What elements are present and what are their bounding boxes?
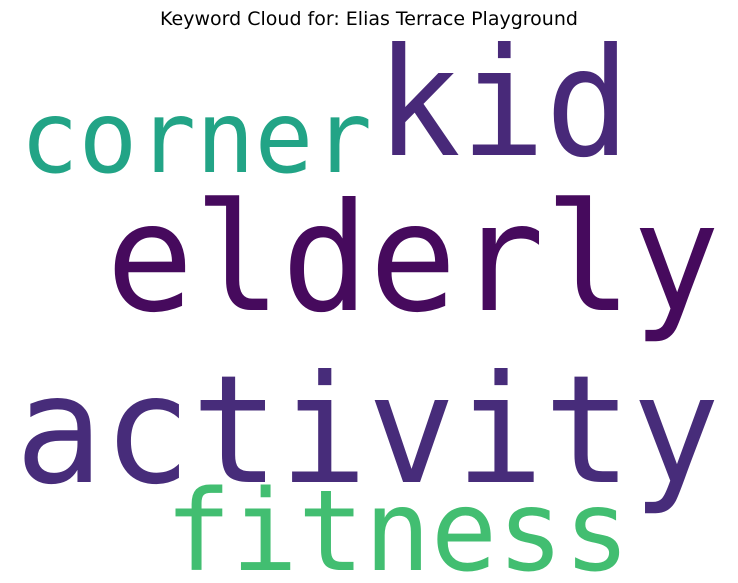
word: elderly (106, 172, 720, 346)
word: corner (20, 79, 372, 196)
word: fitness (165, 467, 630, 583)
chart-title: Keyword Cloud for: Elias Terrace Playgro… (160, 8, 578, 30)
word: kid (376, 17, 630, 191)
word: activity (15, 344, 720, 518)
